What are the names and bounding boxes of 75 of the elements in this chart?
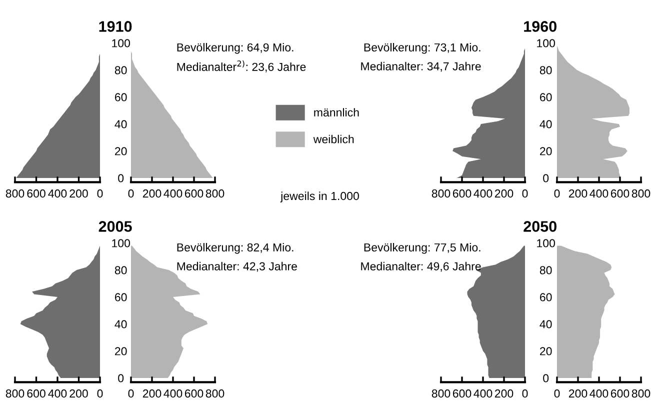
y-tick-label: 0 [118,374,124,382]
y-tick-label: 0 [118,174,124,182]
x-tick-label: 200 [494,189,514,198]
y-tick-label: 40 [114,120,127,128]
x-tick-label: 800 [432,189,450,198]
y-tick-label: 100 [112,39,130,48]
y-tick-label: 60 [115,293,127,302]
x-tick-label: 800 [432,389,450,398]
x-tick-label: 400 [48,189,67,198]
text: jeweils in 1.000 [280,192,359,202]
y-tick-label: 0 [543,174,549,182]
y-tick-label: 100 [537,239,555,248]
x-tick-label: 0 [522,389,528,398]
y-tick-label: 80 [540,66,552,74]
y-tick-label: 20 [540,147,552,156]
x-tick-label: 200 [568,389,588,398]
y-tick-label: 80 [114,66,127,74]
y-tick-label: 100 [112,239,130,248]
x-tick-label: 600 [610,389,630,398]
x-tick-label: 600 [27,189,46,198]
y-tick-label: 20 [115,147,127,156]
x-tick-label: 200 [70,189,88,198]
annotation: Bevölkerung: 77,5 Mio. [364,243,480,254]
annotation: Medianalter$^{2)}$: 23,6 Jahre [177,60,306,72]
y-tick-label: 40 [540,120,552,128]
x-tick-label: 600 [452,389,472,398]
y-tick-label: 0 [543,374,549,382]
legend-label: männlich [314,108,359,117]
chart-title: 2005 [98,221,132,232]
x-tick-label: 400 [48,389,67,398]
annotation: Bevölkerung: 82,4 Mio. [177,243,294,254]
x-tick-label: 400 [474,189,492,198]
x-tick-label: 800 [206,389,224,398]
x-tick-label: 0 [97,389,103,398]
annotation: Bevölkerung: 64,9 Mio. [177,43,294,54]
x-tick-label: 200 [142,389,162,398]
y-tick-label: 100 [537,39,555,48]
chart-title: 1910 [99,21,132,32]
x-tick-label: 800 [632,389,650,398]
y-tick-label: 60 [540,293,552,302]
x-tick-label: 800 [206,189,224,198]
x-tick-label: 400 [164,189,182,198]
legend-label: weiblich [313,134,354,144]
x-tick-label: 200 [568,189,588,198]
x-tick-label: 400 [474,389,492,398]
y-tick-label: 20 [115,347,127,356]
x-tick-label: 800 [6,389,24,398]
y-tick-label: 60 [540,93,552,102]
annotation: Medianalter: 49,6 Jahre [361,262,481,272]
x-tick-label: 0 [97,189,103,198]
chart-title: 2050 [524,221,556,232]
x-tick-label: 200 [70,389,88,398]
x-tick-label: 600 [452,189,472,198]
annotation: Medianalter: 42,3 Jahre [177,262,297,272]
annotation: Bevölkerung: 73,1 Mio. [364,43,480,54]
x-tick-label: 400 [590,189,608,198]
y-tick-label: 80 [540,266,552,274]
x-tick-label: 200 [494,389,514,398]
x-tick-label: 400 [590,389,608,398]
x-tick-label: 200 [142,189,162,198]
y-tick-label: 80 [114,266,127,274]
x-tick-label: 600 [27,389,46,398]
chart-title: 1960 [524,21,556,32]
y-tick-label: 20 [540,347,552,356]
x-tick-label: 600 [184,189,204,198]
x-tick-label: 800 [632,189,650,198]
y-tick-label: 40 [114,320,127,328]
x-tick-label: 400 [164,389,182,398]
x-tick-label: 800 [6,189,24,198]
x-tick-label: 600 [610,189,630,198]
x-tick-label: 0 [522,189,528,198]
y-tick-label: 60 [115,93,127,102]
y-tick-label: 40 [540,320,552,328]
x-tick-label: 600 [184,389,204,398]
annotation: Medianalter: 34,7 Jahre [361,62,481,72]
